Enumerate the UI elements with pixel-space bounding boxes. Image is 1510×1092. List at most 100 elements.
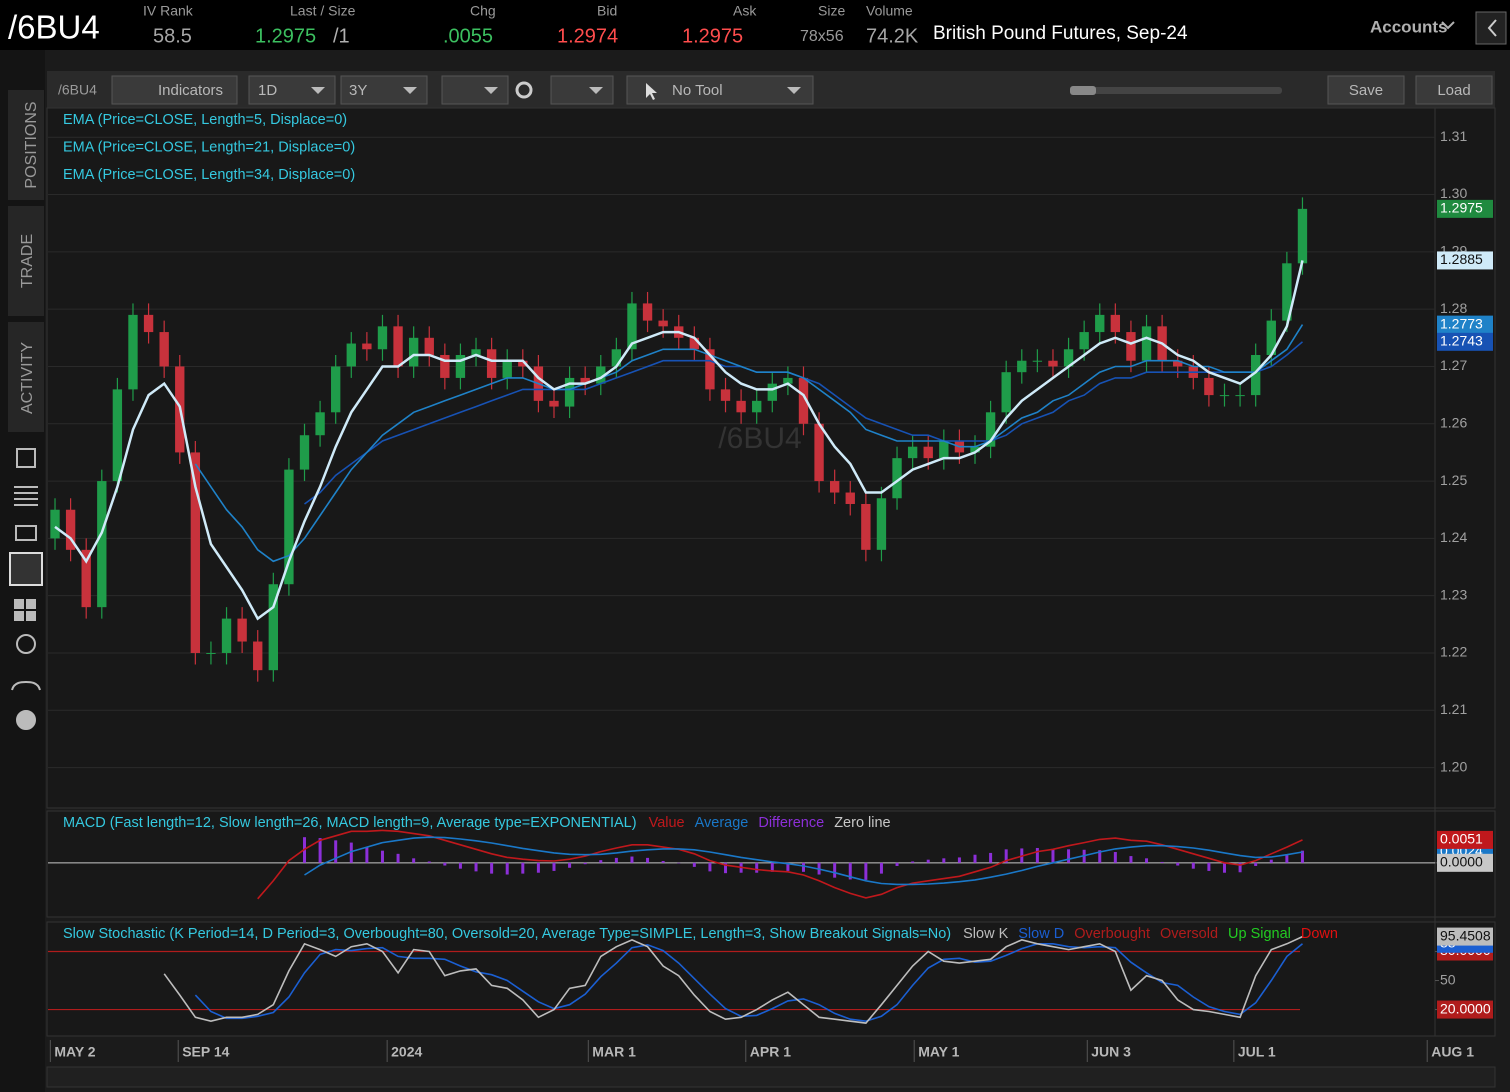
- tab[interactable]: [8, 90, 44, 200]
- zoom-slider[interactable]: [1070, 87, 1282, 94]
- panel-title: Slow Stochastic (K Period=14, D Period=3…: [63, 926, 951, 942]
- icon[interactable]: [14, 486, 38, 506]
- candle-body: [1141, 326, 1152, 361]
- icon[interactable]: [15, 525, 37, 541]
- candle-body: [346, 343, 356, 367]
- button[interactable]: [111, 75, 238, 105]
- sidebar-icons: [9, 448, 43, 730]
- candle-body: [1048, 360, 1058, 367]
- y-tick-label: 1.24: [1440, 529, 1467, 545]
- candle-body: [393, 326, 403, 367]
- histogram-bar: [942, 858, 946, 863]
- histogram-bar: [911, 861, 915, 863]
- candle-body: [658, 320, 668, 327]
- value-label: 0.0000: [1440, 854, 1483, 870]
- zoom-handle[interactable]: [1070, 86, 1096, 95]
- symbol[interactable]: /6BU4: [8, 9, 100, 46]
- candle-body: [611, 349, 622, 367]
- candle-body: [253, 641, 263, 671]
- legend-entry: Difference: [758, 815, 824, 831]
- candle-body: [845, 492, 855, 504]
- candle-body: [502, 360, 512, 378]
- histogram-bar: [334, 840, 338, 863]
- candle-body: [783, 377, 793, 384]
- histogram-bar: [864, 862, 868, 880]
- button[interactable]: [1327, 75, 1405, 105]
- candle-body: [97, 481, 107, 608]
- value-label-box: [1437, 332, 1493, 351]
- candle-body: [1173, 360, 1183, 367]
- candle-body: [518, 360, 528, 367]
- scrollbar[interactable]: [46, 1066, 1496, 1088]
- y-tick-label: 1.22: [1440, 644, 1467, 660]
- candle-body: [221, 618, 232, 653]
- description: British Pound Futures, Sep-24: [933, 23, 1188, 44]
- tab-label: TRADE: [19, 234, 36, 288]
- candle-body: [1017, 360, 1027, 373]
- accounts[interactable]: Accounts: [1370, 17, 1447, 36]
- dropdown-label: 1D: [258, 82, 277, 99]
- histogram-bar: [1269, 859, 1273, 863]
- tab[interactable]: [8, 206, 44, 316]
- y-tick-label: 1.30: [1440, 185, 1467, 201]
- histogram-bar: [1004, 849, 1008, 863]
- panel-title: MACD (Fast length=12, Slow length=26, MA…: [63, 815, 637, 831]
- icon[interactable]: [16, 634, 36, 654]
- candle-body: [549, 400, 559, 407]
- histogram-bar: [1098, 850, 1102, 863]
- candle-body: [159, 332, 169, 367]
- settings-icon[interactable]: [515, 81, 533, 99]
- candle-body: [580, 377, 590, 384]
- collapse-button[interactable]: [1475, 11, 1507, 45]
- value-label: 0.0051: [1440, 831, 1483, 847]
- candle-body: [237, 618, 247, 642]
- dropdown[interactable]: [626, 75, 814, 105]
- candle-body: [705, 349, 715, 390]
- histogram-bar: [396, 853, 400, 863]
- histogram-bar: [568, 862, 572, 868]
- histogram-bar: [536, 862, 540, 873]
- series-line: [54, 260, 1304, 621]
- toolbar-symbol[interactable]: /6BU4: [58, 82, 97, 98]
- dropdown-label: No Tool: [672, 82, 723, 99]
- histogram-bar: [427, 861, 431, 863]
- histogram-bar: [630, 856, 634, 863]
- dropdown[interactable]: [441, 75, 509, 105]
- candle-body: [1079, 332, 1089, 350]
- histogram-bar: [505, 862, 509, 875]
- y-tick-label: 1.25: [1440, 472, 1467, 488]
- x-tick-label: MAR 1: [592, 1044, 636, 1060]
- histogram-bar: [1176, 862, 1180, 866]
- candle-body: [720, 389, 731, 401]
- icon[interactable]: [16, 448, 36, 468]
- arrow: [311, 87, 325, 94]
- series-line: [163, 935, 1303, 1024]
- icon[interactable]: [11, 680, 41, 691]
- y-tick-label: 1.31: [1440, 128, 1467, 144]
- candle-body: [752, 400, 762, 413]
- icon[interactable]: [16, 710, 36, 730]
- candle-body: [50, 509, 60, 539]
- histogram-bar: [1254, 862, 1258, 866]
- candle-body: [315, 412, 325, 436]
- icon[interactable]: [14, 599, 36, 621]
- dropdown[interactable]: [550, 75, 614, 105]
- tab[interactable]: [8, 322, 44, 432]
- icon[interactable]: [9, 552, 43, 586]
- candle-body: [65, 509, 76, 550]
- histogram-bar: [801, 862, 805, 872]
- histogram-bar: [521, 862, 525, 874]
- candle-body: [331, 366, 341, 413]
- histogram-bar: [474, 862, 478, 872]
- panel-candlestick: /6BU4 EMA (Price=CLOSE, Length=5, Displac…: [48, 112, 1435, 769]
- candle-body: [1297, 208, 1308, 264]
- y-tick-label: 1.27: [1440, 357, 1467, 373]
- tab-label: ACTIVITY: [19, 342, 36, 414]
- value: 1.2975: [682, 25, 743, 47]
- series-line: [194, 943, 1304, 1023]
- button[interactable]: [1415, 75, 1493, 105]
- value-label: 1.2885: [1440, 251, 1483, 267]
- candle-body: [455, 354, 466, 378]
